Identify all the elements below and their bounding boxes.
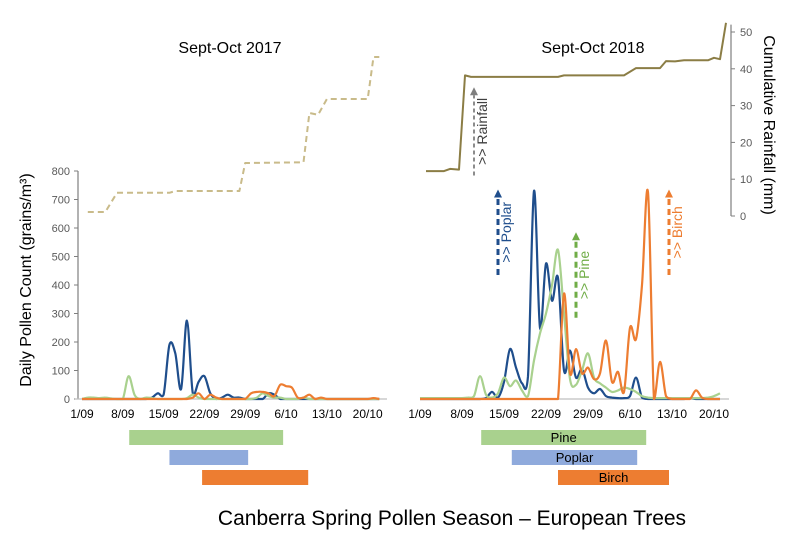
y2-tick-label: 50: [740, 27, 752, 39]
rainfall-line-0: [87, 56, 380, 213]
annotation-label: >> Pine: [576, 251, 592, 299]
x-tick-label: 1/09: [408, 407, 432, 421]
arrow-head-icon: [665, 189, 673, 198]
x-tick-label: 20/10: [353, 407, 383, 421]
y2-tick-label: 20: [740, 137, 752, 149]
x-tick-label: 1/09: [70, 407, 94, 421]
y2-axis-label: Cumulative Rainfall (mm): [760, 35, 777, 215]
x-tick-label: 22/09: [189, 407, 219, 421]
axes-layer: 0 100 200 300 400 500 600 700 800 0 10 20 30 40 50 1/09…: [52, 24, 752, 421]
x-tick-label: 29/09: [573, 407, 603, 421]
birch-series-line: [419, 188, 720, 401]
pollen-series-layer: [81, 188, 721, 401]
season-bars-layer: Pine Poplar Birch: [129, 430, 669, 485]
y-tick-label: 800: [52, 166, 70, 178]
y2-tick-label: 0: [740, 211, 746, 223]
y-tick-label: 400: [52, 280, 70, 292]
birch-series-line: [81, 383, 380, 401]
birch-season-bar: [202, 470, 309, 485]
arrow-head-icon: [494, 189, 502, 198]
y-tick-label: 0: [64, 394, 70, 406]
annotation-label: >> Poplar: [498, 202, 514, 263]
poplar-season-bar: [511, 450, 638, 465]
annotation-label: >> Rainfall: [474, 98, 490, 165]
panel-subtitle: Sept-Oct 2017: [178, 40, 281, 57]
x-tick-label: 20/10: [699, 407, 729, 421]
arrow-head-icon: [470, 87, 478, 96]
season-bar-label: Pine: [551, 430, 577, 445]
poplar-season-bar: [169, 450, 249, 465]
birch-season-bar: [558, 470, 669, 485]
y-tick-label: 100: [52, 366, 70, 378]
rainfall-layer: [87, 22, 727, 213]
x-tick-label: 13/10: [312, 407, 342, 421]
annotations-layer: >> Rainfall >> Poplar >> Pine >> Birch: [470, 87, 685, 318]
y-tick-label: 600: [52, 223, 70, 235]
y2-tick-label: 30: [740, 101, 752, 113]
panel-subtitle: Sept-Oct 2018: [541, 40, 644, 57]
y2-tick-label: 10: [740, 174, 752, 186]
y-tick-label: 300: [52, 309, 70, 321]
x-tick-label: 13/10: [657, 407, 687, 421]
x-tick-label: 6/10: [274, 407, 298, 421]
y2-tick-label: 40: [740, 64, 752, 76]
x-tick-label: 8/09: [450, 407, 474, 421]
x-tick-label: 15/09: [489, 407, 519, 421]
x-tick-label: 29/09: [230, 407, 260, 421]
arrow-head-icon: [572, 232, 580, 241]
y-tick-label: 700: [52, 195, 70, 207]
season-bar-label: Birch: [599, 470, 629, 485]
chart-title: Canberra Spring Pollen Season – European…: [218, 507, 686, 530]
season-bar-label: Poplar: [556, 450, 594, 465]
x-tick-label: 22/09: [531, 407, 561, 421]
x-tick-label: 15/09: [149, 407, 179, 421]
rainfall-line-1: [426, 22, 727, 173]
annotation-label: >> Birch: [669, 206, 685, 258]
y-tick-label: 200: [52, 337, 70, 349]
x-tick-label: 8/09: [111, 407, 135, 421]
y-tick-label: 500: [52, 252, 70, 264]
y-axis-label: Daily Pollen Count (grains/m³): [18, 173, 35, 386]
x-tick-label: 6/10: [618, 407, 642, 421]
pine-season-bar: [481, 430, 647, 445]
pine-season-bar: [129, 430, 284, 445]
